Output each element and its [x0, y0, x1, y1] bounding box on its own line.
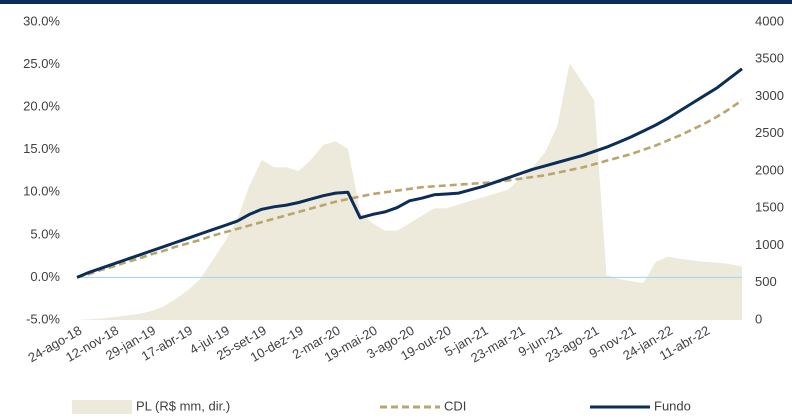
y2-tick-label: 0 — [755, 311, 762, 326]
y2-tick-label: 1000 — [755, 237, 784, 252]
y2-tick-label: 4000 — [755, 13, 784, 28]
y-tick-label: 20.0% — [23, 99, 60, 114]
y2-tick-label: 2000 — [755, 162, 784, 177]
y2-tick-label: 1500 — [755, 200, 784, 215]
top-band — [0, 0, 792, 4]
legend-label: PL (R$ mm, dir.) — [136, 398, 230, 413]
y2-tick-label: 500 — [755, 274, 777, 289]
y-tick-label: -5.0% — [26, 311, 60, 326]
y2-tick-label: 3000 — [755, 88, 784, 103]
line — [76, 99, 743, 279]
y-tick-label: 15.0% — [23, 141, 60, 156]
y-tick-label: 25.0% — [23, 56, 60, 71]
y2-tick-label: 2500 — [755, 125, 784, 140]
y-tick-label: 30.0% — [23, 13, 60, 28]
legend-label: Fundo — [654, 398, 691, 413]
legend-label: CDI — [444, 398, 466, 413]
y-tick-label: 5.0% — [30, 226, 60, 241]
y-tick-label: 0.0% — [30, 269, 60, 284]
y2-tick-label: 3500 — [755, 51, 784, 66]
area — [77, 63, 742, 320]
legend-swatch — [72, 400, 132, 414]
line — [76, 67, 743, 279]
y-tick-label: 10.0% — [23, 184, 60, 199]
